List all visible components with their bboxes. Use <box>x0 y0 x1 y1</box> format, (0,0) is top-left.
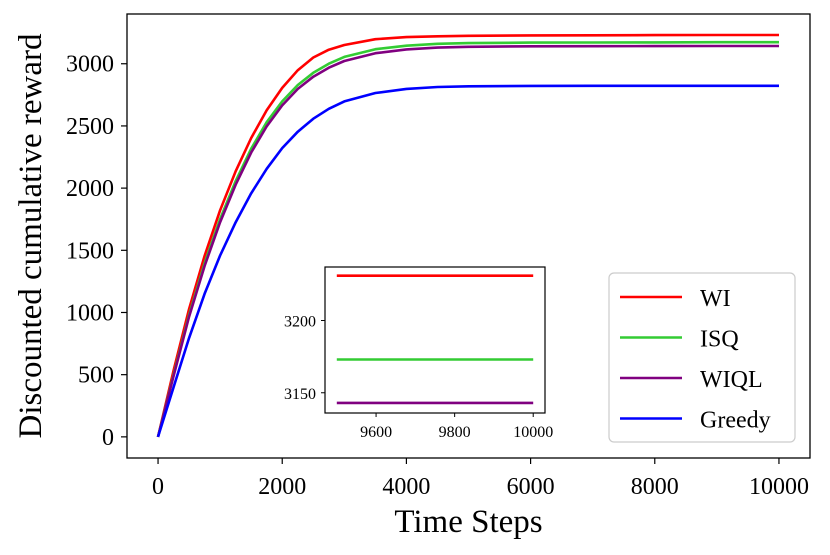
y-tick-label: 500 <box>78 363 114 389</box>
y-tick-label: 2500 <box>66 114 114 140</box>
series-line-greedy <box>156 84 779 438</box>
x-tick-label: 2000 <box>258 474 306 500</box>
series-line-wiql <box>156 44 779 438</box>
inset-frame <box>324 266 546 414</box>
y-tick-label: 1000 <box>66 300 114 326</box>
main-axes: 0 2000 4000 6000 8000 10000 0 500 1000 1500 2000 25… <box>13 13 811 540</box>
inset-x-tick-label: 9800 <box>439 424 471 441</box>
legend: WI ISQ WIQL Greedy <box>608 272 796 443</box>
legend-box <box>608 272 796 443</box>
x-tick-label: 8000 <box>631 474 679 500</box>
y-tick-label: 0 <box>102 425 114 451</box>
x-tick-label: 10000 <box>749 474 809 500</box>
y-axis-title: Discounted cumulative reward <box>13 33 49 439</box>
y-tick-label: 1500 <box>66 238 114 264</box>
inset-x-tick-label: 10000 <box>513 424 553 441</box>
legend-label-isq: ISQ <box>700 327 739 353</box>
y-tick-label: 2000 <box>66 176 114 202</box>
x-tick-label: 4000 <box>382 474 430 500</box>
y-tick-label: 3000 <box>66 52 114 78</box>
legend-label-wiql: WIQL <box>700 367 763 393</box>
x-tick-label: 6000 <box>507 474 555 500</box>
inset-y-tick-label: 3200 <box>284 313 316 330</box>
plot-frame <box>126 13 811 459</box>
series-line-wi <box>156 33 779 438</box>
x-tick-label: 0 <box>152 474 164 500</box>
x-axis-title: Time Steps <box>394 504 542 540</box>
inset-axes: 9600 9800 10000 3150 3200 <box>284 266 553 441</box>
inset-x-tick-label: 9600 <box>360 424 392 441</box>
legend-label-greedy: Greedy <box>700 408 771 434</box>
legend-label-wi: WI <box>700 286 731 312</box>
inset-y-tick-label: 3150 <box>284 386 316 403</box>
